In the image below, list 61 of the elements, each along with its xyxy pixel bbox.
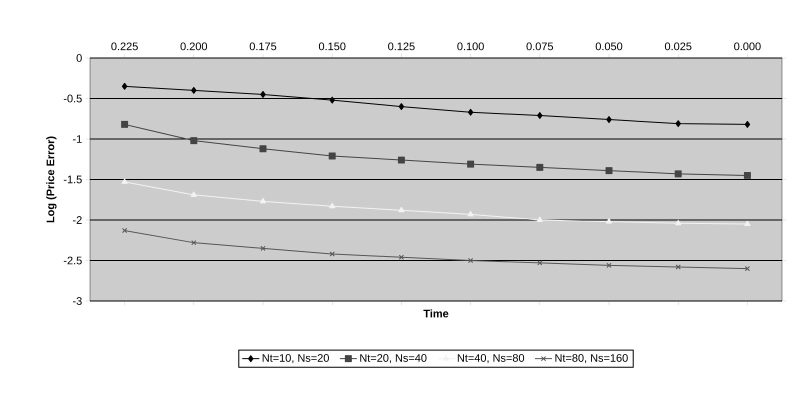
- point: [398, 254, 404, 260]
- point: [191, 240, 196, 246]
- y-axis-title: Log (Price Error): [46, 136, 57, 222]
- point: [744, 220, 750, 226]
- point: [398, 103, 404, 110]
- y-tick-label: -1: [72, 135, 82, 143]
- point: [676, 264, 681, 270]
- point: [537, 260, 542, 266]
- y-tick-label: -2: [72, 216, 82, 224]
- point: [468, 210, 474, 216]
- point: [260, 246, 266, 251]
- point: [122, 82, 128, 90]
- point: [398, 156, 405, 164]
- point: [537, 112, 543, 119]
- x-tick-label: 0.100: [457, 42, 484, 50]
- legend-label: Nt=20, Ns=40: [360, 354, 427, 364]
- point: [675, 220, 682, 226]
- point: [606, 262, 612, 268]
- x-tick-label: 0.175: [250, 42, 276, 50]
- x-tick-label: 0.050: [596, 42, 622, 50]
- x-tick-label: 0.150: [318, 42, 346, 50]
- point: [260, 145, 266, 152]
- point: [190, 191, 197, 197]
- point: [122, 178, 128, 184]
- legend-label: Nt=40, Ns=80: [458, 354, 524, 364]
- point: [468, 258, 474, 264]
- point: [260, 198, 266, 204]
- point: [468, 108, 474, 116]
- x-tick-label: 0.125: [388, 42, 415, 50]
- x-tick-label: 0.075: [526, 42, 554, 50]
- y-tick-label: 0: [76, 54, 82, 62]
- point: [536, 216, 543, 222]
- legend-label: Nt=10, Ns=20: [262, 354, 329, 364]
- point: [190, 137, 198, 144]
- point: [606, 218, 612, 224]
- point: [467, 160, 474, 168]
- y-tick-label: -3: [72, 297, 82, 305]
- y-tick-label: -1.5: [64, 176, 82, 184]
- x-tick-label: 0.000: [734, 42, 761, 50]
- x-axis-title: Time: [423, 309, 448, 318]
- y-tick-label: -2.5: [64, 256, 82, 264]
- legend-label: Nt=80, Ns=160: [555, 354, 628, 364]
- point: [328, 152, 336, 160]
- point: [675, 120, 681, 128]
- point: [606, 167, 612, 174]
- y-tick-label: -0.5: [64, 94, 82, 102]
- x-tick-label: 0.025: [664, 42, 692, 50]
- point: [744, 172, 751, 179]
- point: [260, 90, 266, 98]
- point: [191, 86, 197, 94]
- point: [329, 202, 336, 208]
- point: [330, 251, 335, 257]
- point: [606, 116, 612, 124]
- point: [329, 96, 335, 104]
- point: [121, 120, 128, 128]
- x-tick-label: 0.225: [111, 42, 138, 50]
- x-tick-label: 0.200: [180, 42, 208, 50]
- point: [674, 170, 682, 178]
- point: [398, 206, 404, 212]
- point: [536, 164, 544, 171]
- point: [744, 120, 750, 128]
